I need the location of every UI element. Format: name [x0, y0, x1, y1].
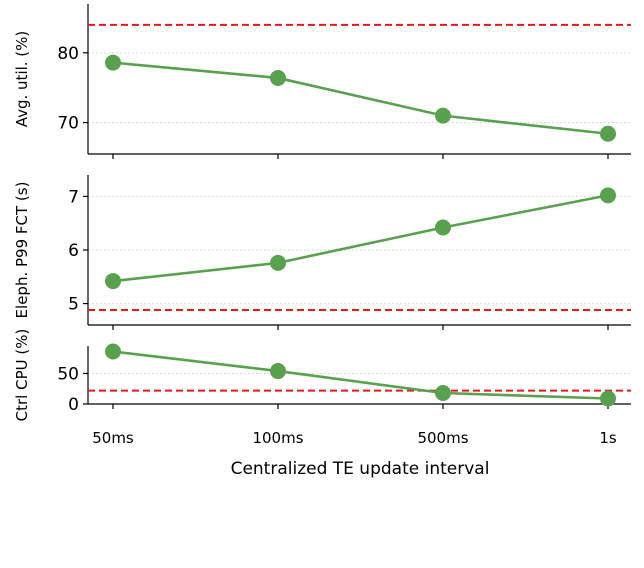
data-point: [600, 125, 616, 142]
x-ticks: 50ms 100ms 500ms 1s: [92, 429, 617, 447]
x-axis-label: Centralized TE update interval: [231, 459, 490, 479]
panel-2: 5 6 7 Eleph. P99 FCT (s): [13, 175, 631, 330]
y-tick-label: 5: [68, 295, 79, 315]
data-point: [600, 187, 616, 204]
x-tick-label: 1s: [599, 429, 617, 447]
panel-3: 0 50 Ctrl CPU (%): [13, 329, 631, 422]
data-point: [435, 107, 451, 124]
series-line: [112, 194, 609, 283]
data-point: [435, 219, 451, 236]
series-line: [112, 61, 609, 136]
panels: 70 80 Avg. util. (%) 5 6 7 Eleph. P99 FCT (s) 0…: [13, 4, 631, 421]
x-tick-label: 100ms: [252, 429, 303, 447]
y-tick-label: 7: [68, 187, 79, 207]
x-tick-label: 50ms: [92, 429, 134, 447]
data-point: [600, 390, 616, 407]
y-tick-label: 50: [57, 364, 79, 384]
panel-1: 70 80 Avg. util. (%): [13, 4, 631, 159]
data-point: [270, 363, 286, 380]
y-tick-label: 70: [57, 114, 79, 134]
y-axis-label: Avg. util. (%): [13, 31, 31, 128]
data-point: [270, 254, 286, 271]
y-tick-label: 80: [57, 44, 79, 64]
x-tick-label: 500ms: [417, 429, 468, 447]
data-point: [435, 385, 451, 402]
series-line: [112, 350, 609, 400]
y-axis-label: Ctrl CPU (%): [13, 329, 31, 422]
data-point: [105, 343, 121, 360]
data-point: [105, 273, 121, 290]
y-tick-label: 6: [68, 241, 79, 261]
y-axis-label: Eleph. P99 FCT (s): [13, 182, 31, 319]
data-point: [105, 54, 121, 71]
data-point: [270, 69, 286, 86]
y-tick-label: 0: [68, 395, 79, 415]
